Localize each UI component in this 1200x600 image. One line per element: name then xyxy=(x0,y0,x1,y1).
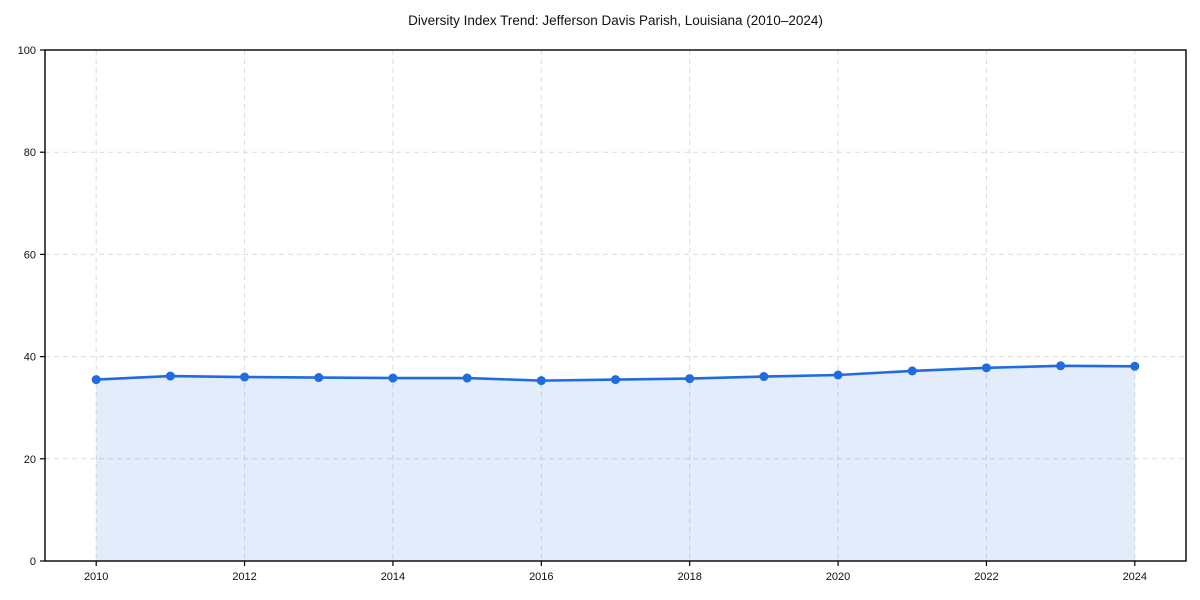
data-point-marker xyxy=(536,376,546,386)
data-point-marker xyxy=(833,370,843,380)
data-point-marker xyxy=(1056,361,1066,371)
data-point-marker xyxy=(462,373,472,383)
area-fill xyxy=(96,365,1135,561)
x-axis-tick-label: 2020 xyxy=(826,571,850,583)
y-axis-tick-label: 40 xyxy=(24,352,36,364)
x-axis-tick-label: 2022 xyxy=(974,571,998,583)
x-axis-tick-label: 2012 xyxy=(232,571,256,583)
y-axis-tick-label: 80 xyxy=(24,147,36,159)
data-point-marker xyxy=(165,371,175,381)
x-axis-tick-label: 2024 xyxy=(1123,571,1147,583)
y-axis-tick-label: 100 xyxy=(18,45,36,57)
x-axis-tick-label: 2014 xyxy=(381,571,405,583)
data-point-marker xyxy=(314,373,324,383)
data-point-marker xyxy=(611,375,620,385)
x-axis-tick-label: 2018 xyxy=(677,571,701,583)
y-axis-tick-label: 20 xyxy=(24,454,36,466)
data-point-marker xyxy=(981,363,991,373)
data-point-marker xyxy=(759,372,769,382)
x-axis-tick-label: 2016 xyxy=(529,571,553,583)
data-point-marker xyxy=(240,372,250,382)
data-point-marker xyxy=(388,373,398,383)
x-axis-tick-label: 2010 xyxy=(84,571,108,583)
data-point-marker xyxy=(1130,361,1140,371)
data-point-marker xyxy=(685,374,695,384)
axes-box xyxy=(44,49,1187,562)
y-axis-tick-label: 60 xyxy=(24,249,36,261)
chart-title: Diversity Index Trend: Jefferson Davis P… xyxy=(408,13,823,28)
data-point-marker xyxy=(91,375,101,385)
data-point-marker xyxy=(907,366,917,376)
y-axis-tick-label: 0 xyxy=(30,556,36,568)
